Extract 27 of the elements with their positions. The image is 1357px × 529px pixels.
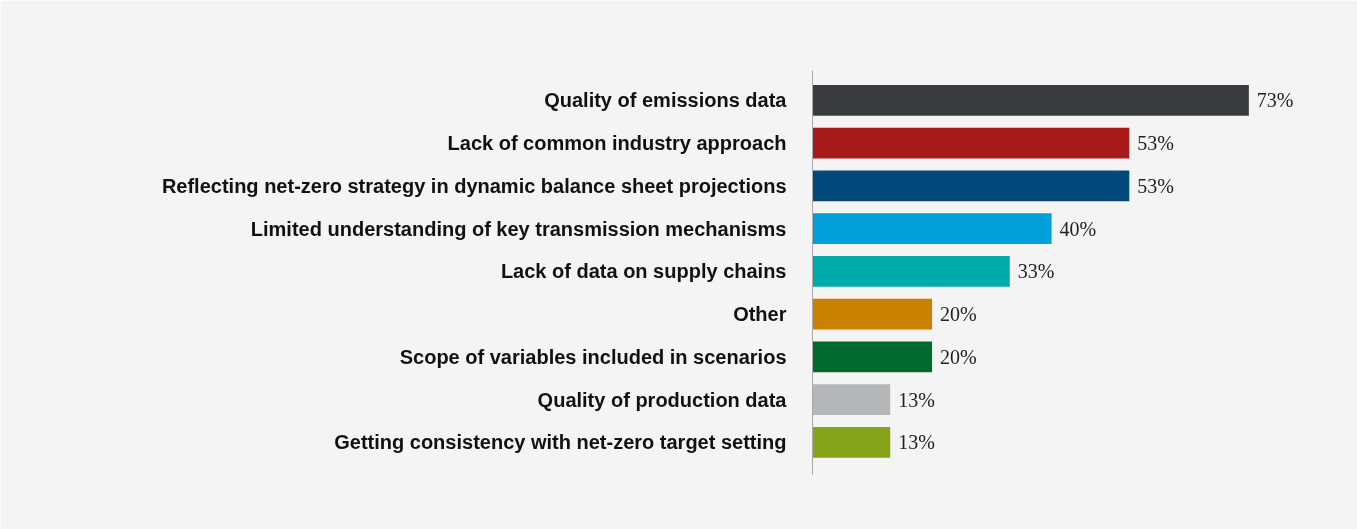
data-label: 53% [1137, 132, 1174, 155]
y-tick-label: Getting consistency with net-zero target setting [334, 431, 787, 454]
data-label: 20% [940, 303, 977, 326]
bar [812, 127, 1130, 159]
bar [812, 213, 1052, 245]
data-label: 20% [940, 345, 977, 368]
y-tick-label: Limited understanding of key transmission mechanisms [250, 217, 787, 240]
y-tick-label: Reflecting net-zero strategy in dynamic balance sheet projections [161, 174, 787, 197]
y-tick-label: Scope of variables included in scenarios [399, 345, 787, 368]
y-tick-label: Quality of production data [537, 388, 788, 411]
bar [812, 256, 1010, 287]
y-tick-label: Lack of data on supply chains [500, 260, 787, 283]
bar [812, 427, 891, 458]
data-label: 13% [898, 431, 935, 454]
bar [812, 341, 933, 373]
y-tick-label: Lack of common industry approach [447, 132, 787, 155]
bar [812, 170, 1130, 202]
y-tick-label: Quality of emissions data [544, 89, 788, 112]
bar [812, 298, 933, 330]
data-label: 33% [1017, 260, 1055, 283]
data-label: 73% [1256, 89, 1294, 112]
bar [812, 384, 891, 416]
data-label: 13% [898, 388, 935, 411]
data-label: 40% [1059, 217, 1097, 240]
bar [812, 85, 1249, 116]
y-tick-label: Other [733, 303, 787, 326]
data-label: 53% [1137, 174, 1174, 197]
